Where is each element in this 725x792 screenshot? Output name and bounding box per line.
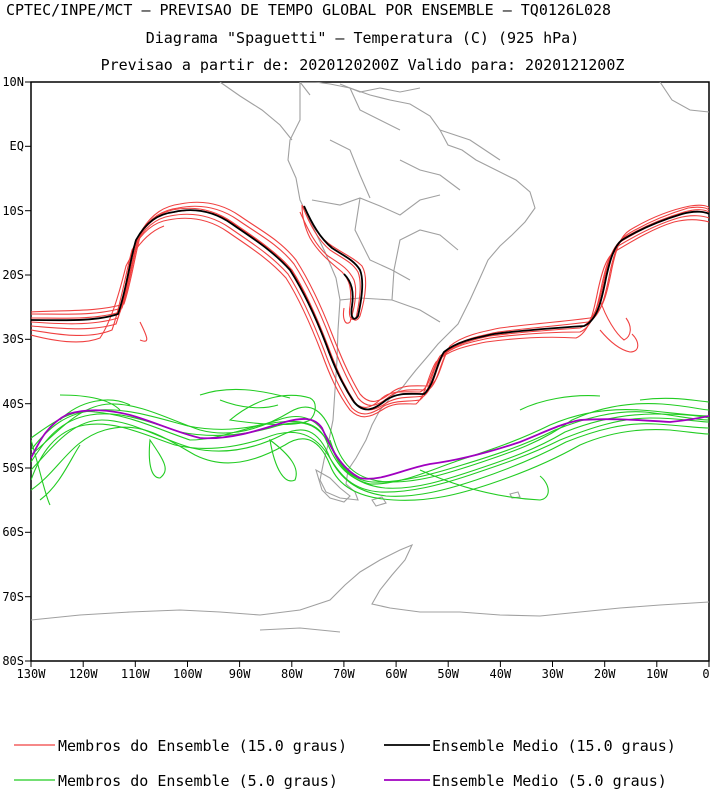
lon-label-90w: 90W [229, 667, 251, 681]
latitude-axis: 10N EQ 10S 20S 30S 40S 50S 60S 70S 80S [2, 75, 31, 668]
antarctica-outline [31, 543, 709, 633]
coastlines [31, 82, 709, 633]
africa-coast-outline [659, 82, 709, 113]
lon-label-110w: 110W [121, 667, 151, 681]
title-line-1: CPTEC/INPE/MCT — PREVISAO DE TEMPO GLOBA… [6, 1, 612, 19]
lat-label-80s: 80S [2, 654, 24, 668]
map-area [31, 82, 709, 633]
lat-label-60s: 60S [2, 525, 24, 539]
lon-label-30w: 30W [542, 667, 564, 681]
lon-label-50w: 50W [437, 667, 459, 681]
lon-label-40w: 40W [490, 667, 512, 681]
green-ensemble-members [31, 388, 709, 506]
lat-label-10n: 10N [2, 75, 24, 89]
country-borders [311, 87, 501, 323]
lat-label-70s: 70S [2, 590, 24, 604]
longitude-axis: 130W 120W 110W 100W 90W 80W 70W 60W 50W … [17, 661, 710, 681]
lon-label-70w: 70W [333, 667, 355, 681]
map-frame [30, 81, 710, 662]
lat-label-50s: 50S [2, 461, 24, 475]
lat-label-20s: 20S [2, 268, 24, 282]
lon-label-100w: 100W [173, 667, 203, 681]
lat-label-40s: 40S [2, 397, 24, 411]
legend: Membros do Ensemble (15.0 graus) Ensembl… [14, 737, 676, 790]
legend-label-black-mean: Ensemble Medio (15.0 graus) [432, 737, 676, 755]
black-mean-andes-loop [303, 205, 364, 320]
lon-label-10w: 10W [646, 667, 668, 681]
legend-label-green-members: Membros do Ensemble (5.0 graus) [58, 772, 338, 790]
lon-label-130w: 130W [17, 667, 47, 681]
title-line-2: Diagrama "Spaguetti" — Temperatura (C) (… [145, 29, 580, 47]
lat-label-10s: 10S [2, 204, 24, 218]
legend-label-red-members: Membros do Ensemble (15.0 graus) [58, 737, 347, 755]
lat-label-30s: 30S [2, 332, 24, 346]
lon-label-60w: 60W [385, 667, 407, 681]
lat-label-eq: EQ [10, 139, 24, 153]
lon-label-20w: 20W [594, 667, 616, 681]
lon-label-0: 0 [702, 667, 709, 681]
central-america-outline [219, 82, 421, 141]
title-line-3: Previsao a partir de: 2020120200Z Valido… [100, 56, 625, 74]
tierra-del-fuego-outline [315, 468, 351, 503]
legend-label-purple-mean: Ensemble Medio (5.0 graus) [432, 772, 667, 790]
lon-label-120w: 120W [69, 667, 99, 681]
black-ensemble-mean [31, 209, 709, 411]
purple-ensemble-mean [31, 409, 709, 480]
lon-label-80w: 80W [281, 667, 303, 681]
south-america-outline [287, 82, 536, 501]
